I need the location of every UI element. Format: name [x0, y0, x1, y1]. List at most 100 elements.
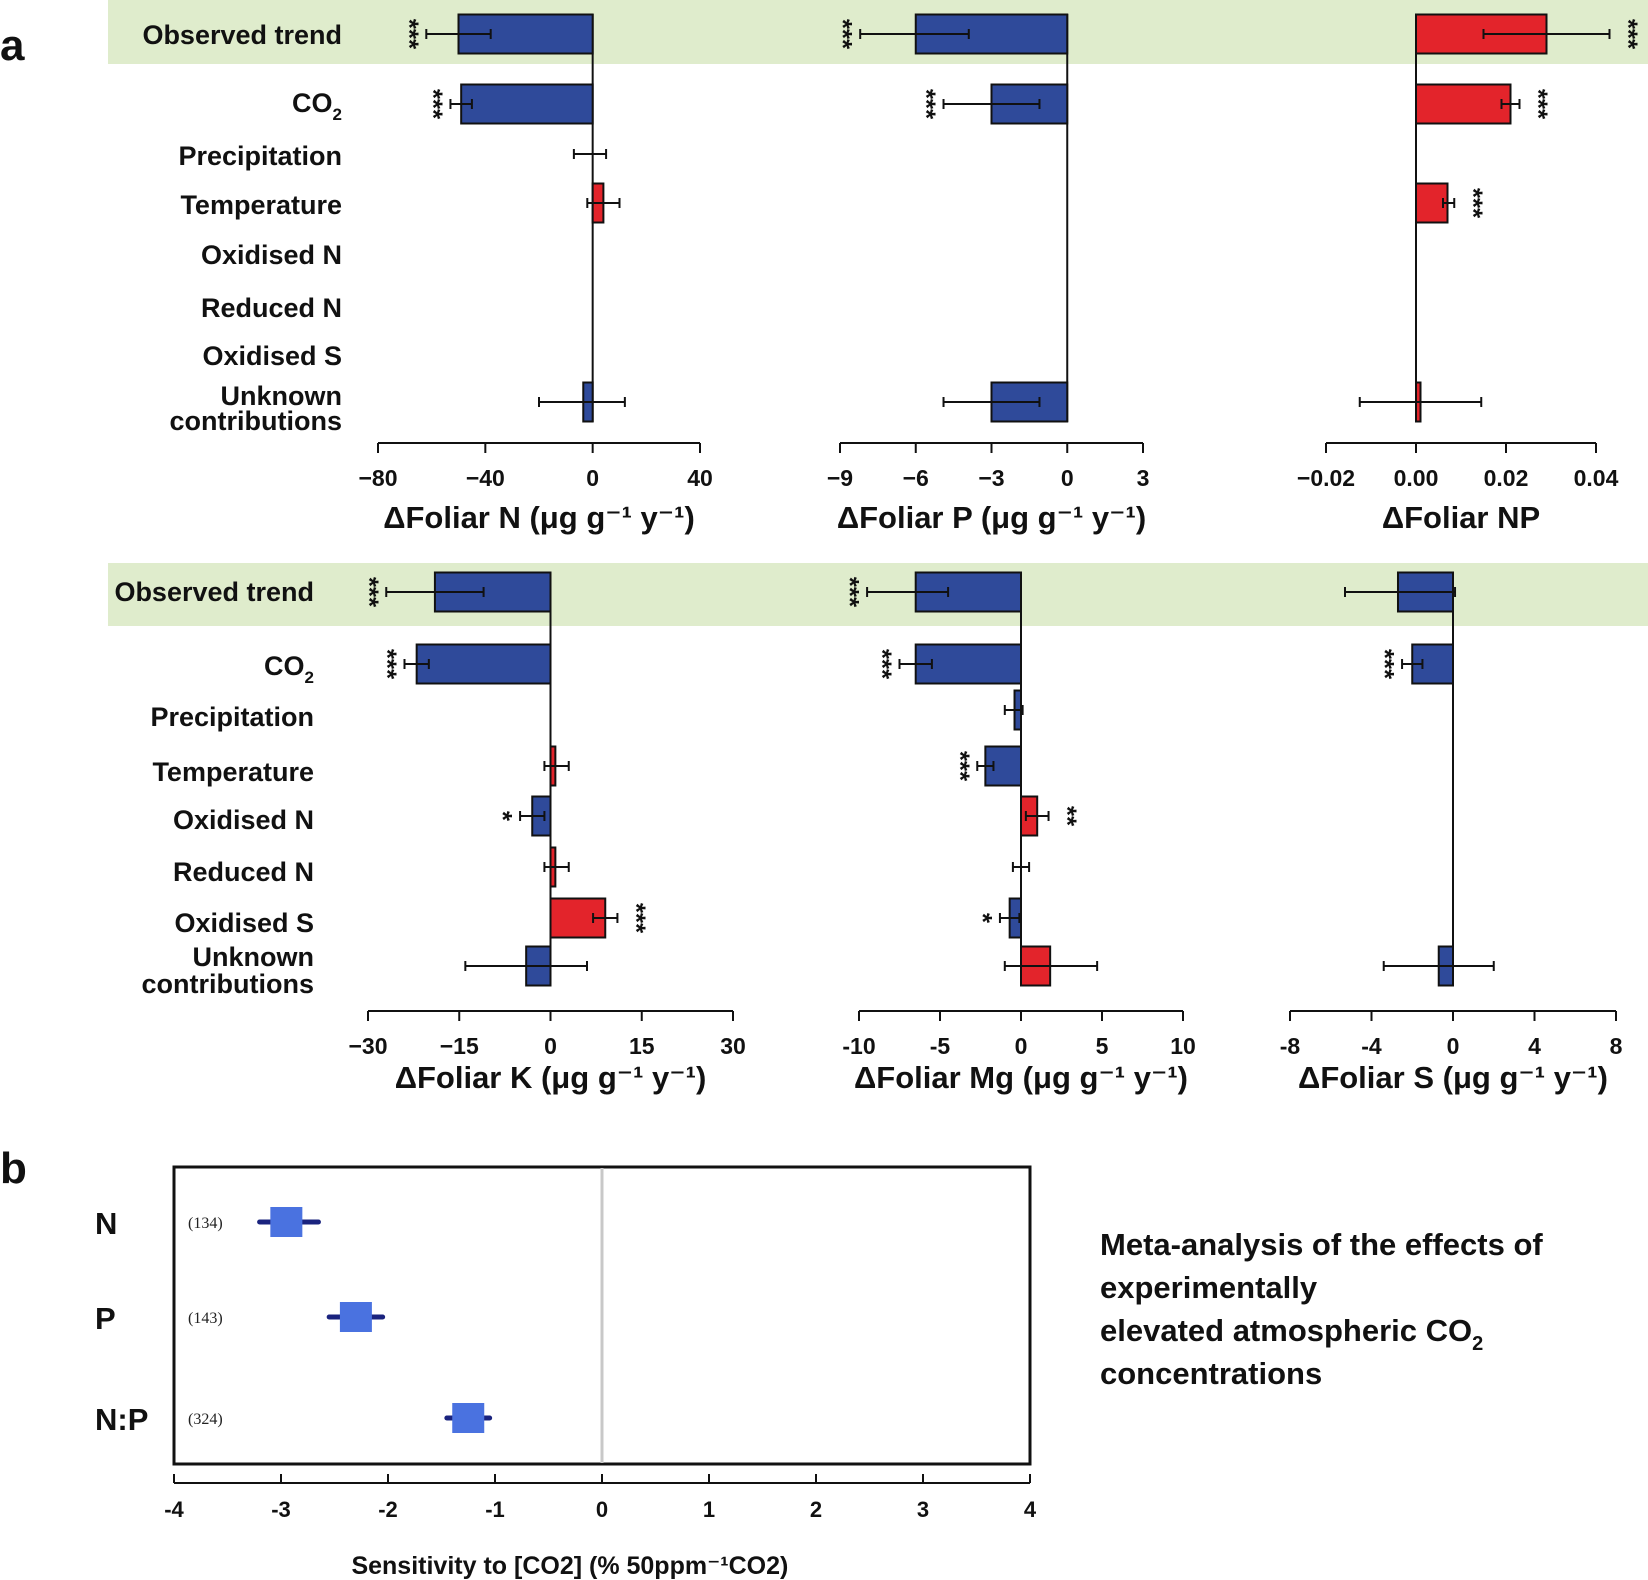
- bar-temperature: [1415, 182, 1449, 224]
- annotation-line-3: elevated atmospheric CO2: [1100, 1313, 1483, 1355]
- x-tick-label: 0: [1447, 1033, 1460, 1059]
- row-label-unknown-contributions: Unknown contributions: [170, 381, 342, 436]
- bar-co2: [460, 83, 594, 125]
- panel-a-label: a: [0, 21, 25, 70]
- significance-marker: ***: [354, 577, 384, 608]
- row-label-co2: CO2: [292, 88, 342, 124]
- chart-foliar-p: *** *** −9 −6 −3 0 3 ΔFoliar P (μg g⁻¹ y⁻¹): [827, 13, 1150, 535]
- x-tick-label: 0: [544, 1033, 557, 1059]
- meta-row-label: N:P: [95, 1402, 148, 1437]
- x-tick-label: −15: [440, 1033, 479, 1059]
- significance-marker: *: [488, 811, 518, 822]
- significance-marker: ***: [912, 89, 942, 120]
- x-tick-label: 0.02: [1484, 465, 1529, 491]
- significance-marker: ***: [394, 19, 424, 50]
- x-tick-label: 5: [1096, 1033, 1109, 1059]
- row-label-oxidised-s: Oxidised S: [174, 908, 314, 938]
- x-tick-label: 0.04: [1574, 465, 1619, 491]
- significance-marker: ***: [828, 19, 858, 50]
- significance-marker: **: [1053, 806, 1083, 827]
- x-tick-label: −0.02: [1297, 465, 1355, 491]
- row-labels-top: Observed trend CO2 Precipitation Tempera…: [142, 20, 342, 436]
- x-axis-label: ΔFoliar N (μg g⁻¹ y⁻¹): [383, 500, 695, 535]
- x-tick-label: -4: [164, 1497, 184, 1522]
- x-tick-label: 8: [1610, 1033, 1623, 1059]
- x-tick-label: -8: [1280, 1033, 1301, 1059]
- x-tick-label: -5: [930, 1033, 951, 1059]
- x-tick-label: 0: [596, 1497, 608, 1522]
- chart-foliar-np: *** *** *** −0.02 0.00 0.02 0.04 ΔFoliar NP: [1297, 13, 1644, 535]
- meta-sample-count: (134): [188, 1215, 223, 1232]
- annotation-line-1: Meta-analysis of the effects of: [1100, 1227, 1543, 1262]
- x-tick-label: 40: [687, 465, 713, 491]
- row-label-temperature: Temperature: [180, 190, 342, 220]
- x-tick-label: 0: [1061, 465, 1074, 491]
- bar-co2: [1415, 83, 1512, 125]
- significance-marker: ***: [868, 649, 898, 680]
- row-label-precipitation: Precipitation: [150, 702, 314, 732]
- x-tick-label: 2: [810, 1497, 822, 1522]
- x-tick-label: −6: [903, 465, 929, 491]
- bar-co2: [415, 643, 552, 685]
- row-label-reduced-n: Reduced N: [173, 857, 314, 887]
- significance-marker: ***: [1458, 188, 1488, 219]
- row-label-reduced-n: Reduced N: [201, 293, 342, 323]
- x-tick-label: 30: [720, 1033, 746, 1059]
- x-tick-label: -4: [1361, 1033, 1382, 1059]
- x-tick-label: 15: [629, 1033, 655, 1059]
- x-tick-label: −80: [358, 465, 397, 491]
- x-tick-label: -2: [378, 1497, 398, 1522]
- chart-foliar-n: *** *** −80 −40 0 40 ΔFoliar N (μg g⁻¹ y⁻¹): [358, 13, 713, 535]
- x-tick-label: 0: [1015, 1033, 1028, 1059]
- x-tick-label: −9: [827, 465, 853, 491]
- significance-marker: ***: [1614, 19, 1644, 50]
- significance-marker: ***: [1524, 89, 1554, 120]
- meta-row-label: P: [95, 1301, 116, 1336]
- meta-analysis-annotation: Meta-analysis of the effects of experime…: [1100, 1227, 1543, 1391]
- meta-sample-count: (324): [188, 1411, 223, 1428]
- x-tick-label: -3: [271, 1497, 291, 1522]
- x-tick-label: 0: [586, 465, 599, 491]
- significance-marker: *: [968, 913, 998, 924]
- panel-b-label: b: [0, 1144, 27, 1193]
- chart-meta-analysis: N (134) P (143) N:P (324) -4 -3 -2 -1 0 1 2 3 4 Sensiti…: [95, 1206, 1037, 1580]
- x-axis-label: ΔFoliar K (μg g⁻¹ y⁻¹): [395, 1060, 707, 1095]
- row-label-temperature: Temperature: [152, 757, 314, 787]
- meta-point-p: [339, 1302, 372, 1332]
- x-axis-label: ΔFoliar P (μg g⁻¹ y⁻¹): [837, 500, 1146, 535]
- x-tick-label: −40: [466, 465, 505, 491]
- meta-point-n: [270, 1207, 303, 1237]
- significance-marker: ***: [418, 89, 448, 120]
- row-label-unknown-contributions: Unknown contributions: [142, 942, 314, 999]
- x-tick-label: 4: [1024, 1497, 1037, 1522]
- meta-analysis-plot-frame: [172, 1165, 1032, 1466]
- row-label-precipitation: Precipitation: [178, 141, 342, 171]
- x-axis-label: Sensitivity to [CO2] (% 50ppm⁻¹CO2): [351, 1552, 788, 1580]
- significance-marker: ***: [945, 751, 975, 782]
- x-axis-label: ΔFoliar NP: [1382, 500, 1540, 535]
- x-tick-label: 0.00: [1394, 465, 1439, 491]
- row-labels-bottom: Observed trend CO2 Precipitation Tempera…: [114, 577, 314, 999]
- x-tick-label: 10: [1170, 1033, 1196, 1059]
- x-tick-label: 3: [917, 1497, 929, 1522]
- x-tick-label: 1: [703, 1497, 715, 1522]
- x-tick-label: -10: [842, 1033, 875, 1059]
- row-label-observed-trend: Observed trend: [142, 20, 342, 50]
- row-label-oxidised-s: Oxidised S: [202, 341, 342, 371]
- x-axis-label: ΔFoliar S (μg g⁻¹ y⁻¹): [1298, 1060, 1608, 1095]
- meta-sample-count: (143): [188, 1310, 223, 1327]
- x-tick-label: −3: [978, 465, 1004, 491]
- significance-marker: ***: [1370, 649, 1400, 680]
- significance-marker: ***: [373, 649, 403, 680]
- annotation-line-2: experimentally: [1100, 1270, 1318, 1305]
- x-tick-label: −30: [348, 1033, 387, 1059]
- row-label-co2: CO2: [264, 651, 314, 687]
- x-tick-label: 3: [1137, 465, 1150, 491]
- meta-point-np: [452, 1403, 485, 1433]
- annotation-line-4: concentrations: [1100, 1356, 1322, 1391]
- observed-trend-band-top: [108, 0, 1648, 64]
- meta-row-label: N: [95, 1206, 117, 1241]
